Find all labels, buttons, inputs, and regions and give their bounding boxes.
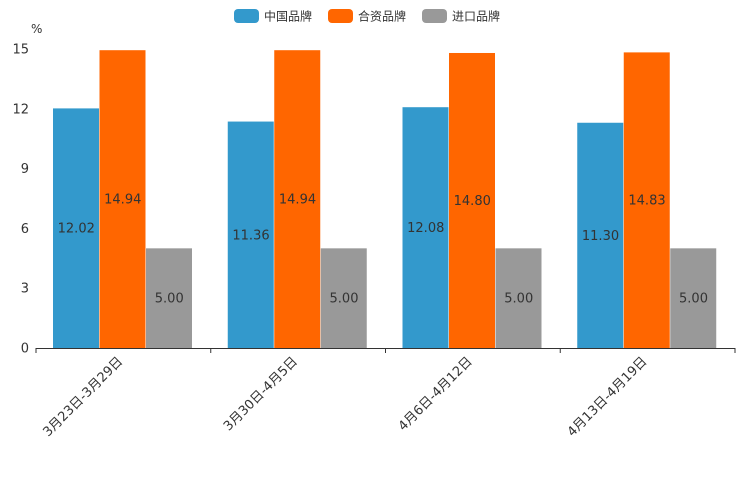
bar-value-label: 14.94 — [104, 193, 141, 208]
bar-group-1: 12.02 14.94 5.00 — [53, 50, 192, 349]
bar-value-label: 14.80 — [454, 194, 491, 209]
bar[interactable] — [53, 108, 99, 348]
x-tick-label: 4月13日-4月19日 — [565, 354, 651, 440]
legend-item-3[interactable]: 进口品牌 — [422, 9, 500, 24]
bar-value-label: 14.83 — [628, 194, 665, 209]
x-tick-label: 4月6日-4月12日 — [396, 354, 476, 434]
legend-label: 合资品牌 — [358, 9, 406, 24]
bar-value-label: 5.00 — [155, 292, 184, 307]
bar-group-2: 11.36 14.94 5.00 — [227, 50, 367, 349]
y-tick-label: 3 — [21, 282, 29, 297]
bar[interactable] — [274, 50, 321, 349]
legend-swatch — [422, 9, 447, 23]
y-tick-label: 9 — [21, 162, 29, 177]
y-tick-label: 15 — [12, 43, 29, 58]
legend-swatch — [234, 9, 259, 23]
bar-value-label: 5.00 — [679, 292, 708, 307]
bar-value-label: 11.36 — [232, 228, 269, 243]
legend-label: 中国品牌 — [264, 9, 312, 24]
bar-value-label: 14.94 — [279, 193, 316, 208]
bar-group-4: 11.30 14.83 5.00 — [577, 52, 717, 349]
bar-value-label: 12.02 — [58, 222, 95, 237]
bar-group-3: 12.08 14.80 5.00 — [402, 52, 542, 349]
bar[interactable] — [670, 248, 717, 348]
bar[interactable] — [495, 248, 542, 348]
bar[interactable] — [449, 52, 495, 349]
legend[interactable]: 中国品牌 合资品牌 进口品牌 — [234, 9, 500, 24]
y-tick-label: 0 — [21, 342, 29, 357]
legend-item-1[interactable]: 中国品牌 — [234, 9, 312, 24]
bar[interactable] — [227, 121, 274, 348]
y-tick-label: 6 — [21, 222, 29, 237]
bars: 12.02 14.94 5.00 11.36 14.94 5.00 12.08 14.80 5.… — [53, 50, 717, 349]
bar-value-label: 5.00 — [504, 292, 533, 307]
bar-value-label: 11.30 — [582, 229, 619, 244]
bar[interactable] — [99, 50, 146, 349]
bar[interactable] — [577, 122, 624, 349]
y-axis-unit-label: % — [31, 22, 42, 36]
bar-value-label: 5.00 — [330, 292, 359, 307]
y-axis: 0 3 6 9 12 15 — [12, 43, 29, 357]
bar[interactable] — [146, 248, 192, 348]
x-tick-label: 3月30日-4月5日 — [221, 354, 301, 434]
bar[interactable] — [402, 107, 449, 349]
y-tick-label: 12 — [12, 102, 29, 117]
bar[interactable] — [320, 248, 367, 348]
legend-label: 进口品牌 — [452, 10, 500, 24]
legend-swatch — [328, 9, 353, 23]
x-axis: 3月23日-3月29日 3月30日-4月5日 4月6日-4月12日 4月13日-4月1… — [35, 348, 736, 440]
bar-value-label: 12.08 — [407, 221, 444, 236]
bar[interactable] — [623, 52, 670, 348]
x-tick-label: 3月23日-3月29日 — [40, 354, 126, 440]
legend-item-2[interactable]: 合资品牌 — [328, 9, 406, 24]
